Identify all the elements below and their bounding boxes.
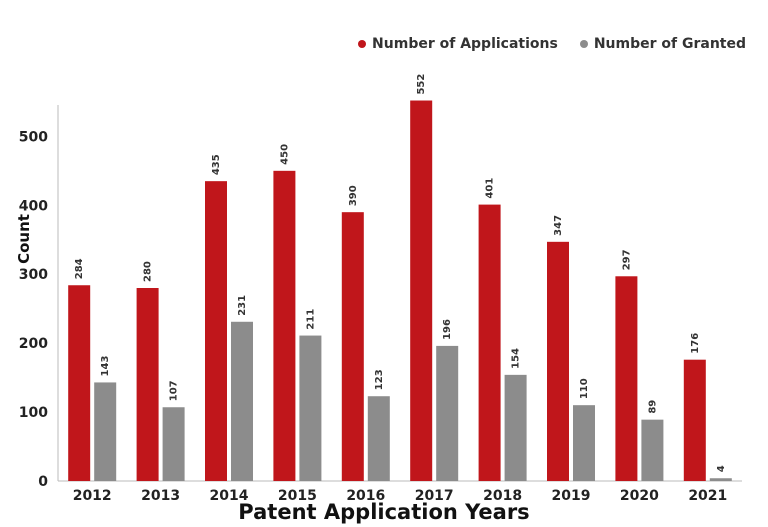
x-tick-label-2016: 2016 <box>346 488 385 504</box>
granted-bar-2017 <box>436 345 459 481</box>
applications-value-label-2018: 401 <box>485 178 496 199</box>
x-tick-label-2012: 2012 <box>73 488 112 504</box>
y-tick-label: 500 <box>19 129 48 145</box>
granted-bar-2012 <box>94 382 117 481</box>
applications-value-label-2016: 390 <box>348 185 359 206</box>
granted-bar-2016 <box>367 396 390 481</box>
granted-bar-2014 <box>231 321 253 481</box>
x-axis-label: Patent Application Years <box>238 500 530 524</box>
applications-bar-2017 <box>410 100 433 481</box>
x-tick-label-2017: 2017 <box>415 488 454 504</box>
x-tick-label-2014: 2014 <box>210 488 249 504</box>
y-tick-label: 100 <box>19 405 48 421</box>
legend-swatch-granted <box>579 40 588 48</box>
legend-label-applications: Number of Applications <box>372 36 558 52</box>
y-tick-label: 400 <box>19 198 48 214</box>
granted-value-label-2019: 110 <box>579 378 590 399</box>
granted-bar-2021 <box>709 478 732 481</box>
x-tick-label-2013: 2013 <box>141 488 180 504</box>
granted-bar-2015 <box>299 335 322 481</box>
chart-legend: Number of Applications Number of Granted <box>358 36 746 52</box>
applications-bar-2019 <box>547 241 569 481</box>
x-tick-label-2020: 2020 <box>620 488 659 504</box>
y-tick-label: 0 <box>38 474 48 490</box>
applications-bar-2015 <box>273 170 296 482</box>
y-tick-label: 300 <box>19 267 48 283</box>
granted-bar-2013 <box>162 407 185 481</box>
applications-value-label-2013: 280 <box>143 261 154 282</box>
applications-bar-2016 <box>341 212 364 481</box>
granted-value-label-2012: 143 <box>100 356 111 377</box>
legend-item-applications: Number of Applications <box>358 36 558 52</box>
applications-value-label-2017: 552 <box>416 74 427 95</box>
legend-item-granted: Number of Granted <box>579 36 746 52</box>
applications-value-label-2015: 450 <box>279 144 290 165</box>
granted-value-label-2021: 4 <box>716 465 727 472</box>
applications-bar-2021 <box>683 359 706 481</box>
applications-value-label-2019: 347 <box>553 215 564 236</box>
granted-bar-2018 <box>504 374 527 481</box>
y-tick-label: 200 <box>19 336 48 352</box>
x-tick-label-2021: 2021 <box>688 488 727 504</box>
applications-bar-2020 <box>615 276 638 481</box>
applications-value-label-2020: 297 <box>621 249 632 270</box>
granted-value-label-2020: 89 <box>647 400 658 414</box>
applications-bar-2013 <box>136 288 159 481</box>
granted-value-label-2014: 231 <box>237 295 248 316</box>
granted-bar-2019 <box>573 405 595 481</box>
granted-value-label-2018: 154 <box>511 348 522 369</box>
legend-swatch-applications <box>358 40 367 48</box>
applications-value-label-2012: 284 <box>74 258 85 279</box>
applications-value-label-2014: 435 <box>211 154 222 175</box>
granted-value-label-2013: 107 <box>169 380 180 401</box>
granted-bar-2020 <box>641 419 664 481</box>
applications-bar-2012 <box>68 285 91 481</box>
x-tick-label-2018: 2018 <box>483 488 522 504</box>
legend-label-granted: Number of Granted <box>593 36 746 52</box>
x-tick-label-2015: 2015 <box>278 488 317 504</box>
applications-bar-2018 <box>478 204 501 481</box>
applications-bar-2014 <box>205 181 227 482</box>
granted-value-label-2015: 211 <box>305 309 316 330</box>
granted-value-label-2016: 123 <box>374 369 385 390</box>
applications-value-label-2021: 176 <box>690 333 701 354</box>
x-tick-label-2019: 2019 <box>552 488 591 504</box>
granted-value-label-2017: 196 <box>442 319 453 340</box>
